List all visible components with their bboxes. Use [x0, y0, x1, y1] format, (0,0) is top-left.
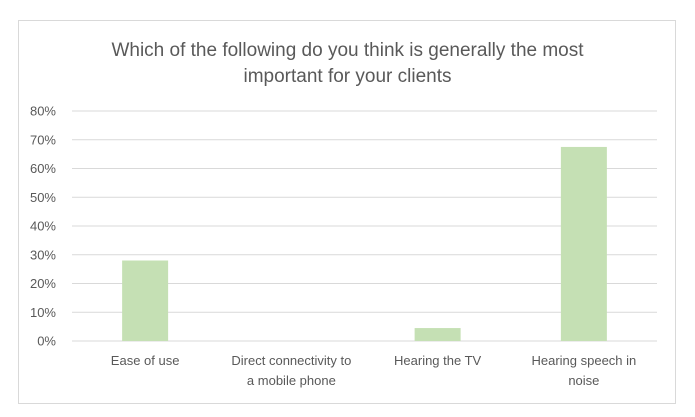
- bar: [414, 328, 461, 341]
- bar: [122, 260, 169, 341]
- y-tick-label: 70%: [30, 132, 56, 147]
- x-category-label: Hearing speech in noise: [531, 353, 636, 388]
- y-tick-label: 30%: [30, 247, 56, 262]
- y-tick-label: 0%: [37, 334, 56, 349]
- y-tick-label: 10%: [30, 305, 56, 320]
- x-category-label: Hearing the TV: [394, 353, 482, 368]
- y-tick-label: 20%: [30, 276, 56, 291]
- y-tick-label: 50%: [30, 190, 56, 205]
- y-tick-label: 80%: [30, 104, 56, 119]
- chart-title: Which of the following do you think is g…: [111, 40, 584, 87]
- x-category-label: Direct connectivity to a mobile phone: [231, 353, 351, 388]
- y-tick-label: 40%: [30, 219, 56, 234]
- x-category-label: Ease of use: [111, 353, 180, 368]
- bar: [560, 146, 607, 341]
- y-tick-label: 60%: [30, 161, 56, 176]
